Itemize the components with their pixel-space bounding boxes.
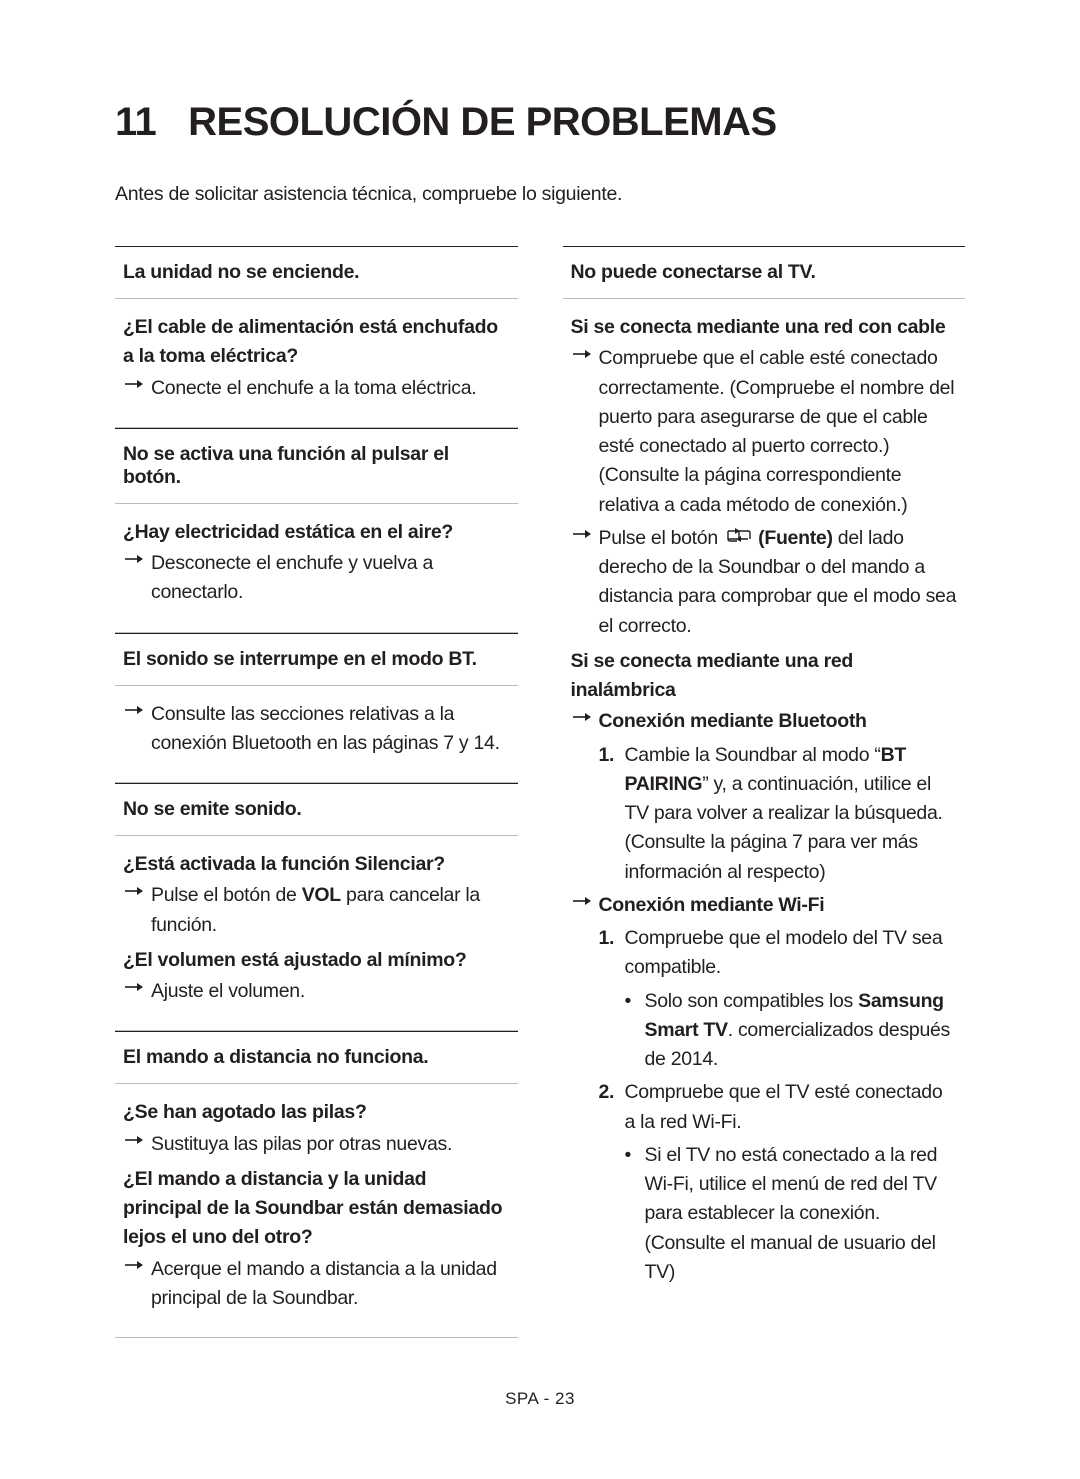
answer-text: Acerque el mando a distancia a la unidad…	[151, 1255, 510, 1314]
chapter-title: 11 RESOLUCIÓN DE PROBLEMAS	[115, 100, 965, 145]
section-body: ¿Está activada la función Silenciar? Pul…	[115, 836, 518, 1031]
answer-item: Pulse el botón de VOL para cancelar la f…	[123, 881, 510, 940]
arrow-right-icon	[123, 374, 151, 390]
answer-item: Pulse el botón (Fuente) del lado derecho…	[571, 524, 958, 641]
section-header: El sonido se interrumpe en el modo BT.	[115, 633, 518, 686]
answer-item: Acerque el mando a distancia a la unidad…	[123, 1255, 510, 1314]
section-body: ¿Hay electricidad estática en el aire? D…	[115, 504, 518, 633]
numbered-item: 1. Cambie la Soundbar al modo “BT PAIRIN…	[599, 741, 958, 887]
question: ¿El mando a distancia y la unidad princi…	[123, 1165, 510, 1253]
item-text: Cambie la Soundbar al modo “BT PAIRING” …	[625, 741, 958, 887]
item-text: Compruebe que el modelo del TV sea compa…	[625, 924, 958, 983]
answer-text: Conecte el enchufe a la toma eléctrica.	[151, 374, 510, 403]
answer-item: Conecte el enchufe a la toma eléctrica.	[123, 374, 510, 403]
subheading: Si se conecta mediante una red con cable	[571, 313, 958, 342]
arrow-right-icon	[571, 707, 599, 723]
answer-text: Sustituya las pilas por otras nuevas.	[151, 1130, 510, 1159]
numbered-item: 2. Compruebe que el TV esté conectado a …	[599, 1078, 958, 1137]
list-item: Conexión mediante Wi-Fi	[571, 891, 958, 920]
item-number: 2.	[599, 1078, 625, 1107]
section-header: No se activa una función al pulsar el bo…	[115, 428, 518, 504]
question: ¿Está activada la función Silenciar?	[123, 850, 510, 879]
arrow-right-icon	[571, 891, 599, 907]
text-bold: (Fuente)	[758, 527, 833, 549]
text-fragment: Pulse el botón de	[151, 884, 302, 906]
arrow-right-icon	[123, 1255, 151, 1271]
connection-label: Conexión mediante Bluetooth	[599, 707, 958, 736]
text-fragment: Pulse el botón	[599, 527, 724, 549]
bullet-text: Si el TV no está conectado a la red Wi-F…	[645, 1141, 958, 1287]
numbered-item: 1. Compruebe que el modelo del TV sea co…	[599, 924, 958, 983]
section-header: No puede conectarse al TV.	[563, 246, 966, 299]
question: ¿Se han agotado las pilas?	[123, 1098, 510, 1127]
answer-text: Compruebe que el cable esté conectado co…	[599, 344, 958, 520]
section-body: ¿El cable de alimentación está enchufado…	[115, 299, 518, 428]
bullet-text: Solo son compatibles los Samsung Smart T…	[645, 987, 958, 1075]
answer-text: Consulte las secciones relativas a la co…	[151, 700, 510, 759]
item-number: 1.	[599, 741, 625, 770]
right-column: No puede conectarse al TV. Si se conecta…	[563, 246, 966, 1338]
section-body: Si se conecta mediante una red con cable…	[563, 299, 966, 1311]
answer-item: Ajuste el volumen.	[123, 977, 510, 1006]
section-header: No se emite sonido.	[115, 783, 518, 836]
section-body: ¿Se han agotado las pilas? Sustituya las…	[115, 1084, 518, 1338]
question: ¿El volumen está ajustado al mínimo?	[123, 946, 510, 975]
item-number: 1.	[599, 924, 625, 953]
answer-text: Desconecte el enchufe y vuelva a conecta…	[151, 549, 510, 608]
intro-text: Antes de solicitar asistencia técnica, c…	[115, 183, 965, 206]
bullet-item: • Si el TV no está conectado a la red Wi…	[625, 1141, 958, 1287]
bullet-item: • Solo son compatibles los Samsung Smart…	[625, 987, 958, 1075]
bullet-icon: •	[625, 1141, 645, 1170]
answer-item: Consulte las secciones relativas a la co…	[123, 700, 510, 759]
question: ¿El cable de alimentación está enchufado…	[123, 313, 510, 372]
answer-text: Ajuste el volumen.	[151, 977, 510, 1006]
answer-text: Pulse el botón (Fuente) del lado derecho…	[599, 524, 958, 641]
answer-item: Desconecte el enchufe y vuelva a conecta…	[123, 549, 510, 608]
bullet-icon: •	[625, 987, 645, 1016]
arrow-right-icon	[123, 1130, 151, 1146]
answer-text: Pulse el botón de VOL para cancelar la f…	[151, 881, 510, 940]
text-fragment: Solo son compatibles los	[645, 990, 859, 1012]
arrow-right-icon	[571, 524, 599, 540]
section-header: La unidad no se enciende.	[115, 246, 518, 299]
list-item: Conexión mediante Bluetooth	[571, 707, 958, 736]
arrow-right-icon	[123, 549, 151, 565]
item-text: Compruebe que el TV esté conectado a la …	[625, 1078, 958, 1137]
page-footer: SPA - 23	[0, 1389, 1080, 1409]
section-header: El mando a distancia no funciona.	[115, 1031, 518, 1084]
text-bold: VOL	[302, 884, 341, 906]
connection-label: Conexión mediante Wi-Fi	[599, 891, 958, 920]
chapter-name: RESOLUCIÓN DE PROBLEMAS	[188, 100, 777, 144]
subheading: Si se conecta mediante una red inalámbri…	[571, 647, 958, 706]
arrow-right-icon	[123, 700, 151, 716]
question: ¿Hay electricidad estática en el aire?	[123, 518, 510, 547]
arrow-right-icon	[123, 977, 151, 993]
source-icon	[725, 524, 751, 553]
chapter-number: 11	[115, 100, 156, 144]
text-fragment: Cambie la Soundbar al modo “	[625, 744, 881, 766]
section-body: Consulte las secciones relativas a la co…	[115, 686, 518, 784]
answer-item: Compruebe que el cable esté conectado co…	[571, 344, 958, 520]
answer-item: Sustituya las pilas por otras nuevas.	[123, 1130, 510, 1159]
arrow-right-icon	[123, 881, 151, 897]
arrow-right-icon	[571, 344, 599, 360]
left-column: La unidad no se enciende. ¿El cable de a…	[115, 246, 518, 1338]
